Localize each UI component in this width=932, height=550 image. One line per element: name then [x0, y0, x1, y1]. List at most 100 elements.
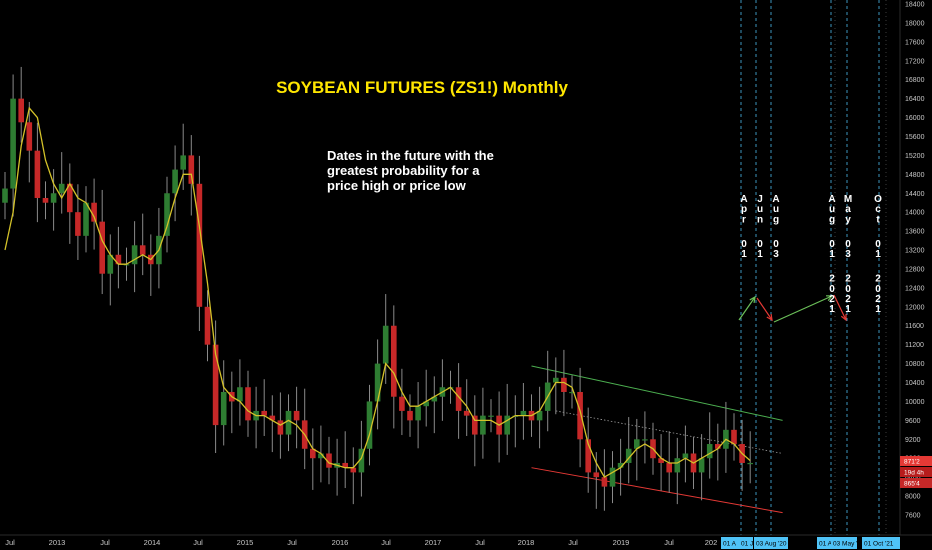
candle [431, 376, 438, 434]
candle-body-down [342, 462, 348, 468]
candle [512, 395, 519, 448]
price-badge-last-price: 871'2 [900, 456, 932, 466]
candle-body-up [50, 193, 57, 203]
candle-body-down [593, 472, 600, 478]
candle-body-down [245, 387, 251, 421]
candle-body-up [747, 462, 753, 465]
candle-body-down [269, 415, 276, 421]
candle [658, 434, 664, 491]
candle [569, 375, 575, 409]
time-badge: 01 J [739, 537, 753, 549]
candle [391, 305, 397, 429]
candle-body-up [625, 448, 632, 463]
candle [463, 379, 470, 436]
candle-body-up [520, 410, 527, 416]
candle-body-down [26, 122, 33, 151]
moving-average-line [4, 106, 751, 478]
candle [553, 357, 559, 415]
price-tick-label: 16400 [905, 96, 925, 103]
candle-body-up [180, 155, 186, 170]
time-tick-label: 202 [705, 538, 718, 547]
price-tick-labels: 18400 18000 17600 17200 16800 16400 16000 15600… [905, 2, 925, 520]
time-tick-label: 2014 [144, 538, 161, 547]
candle-body-down [585, 439, 591, 473]
chart-title: SOYBEAN FUTURES (ZS1!) Monthly [276, 78, 568, 97]
candle-body-up [415, 406, 421, 421]
candle-body-down [212, 344, 219, 426]
candle-body-up [488, 415, 494, 417]
upper-channel-line [531, 365, 783, 421]
candle [34, 122, 41, 223]
candle [520, 382, 527, 440]
candle [245, 370, 251, 437]
candle-body-down [391, 325, 397, 397]
candle-body-down [75, 212, 81, 236]
time-tick-label: Jul [381, 538, 391, 547]
candle-body-up [698, 458, 705, 473]
price-tick-label: 18400 [905, 2, 925, 9]
candle [715, 423, 721, 481]
candle [139, 213, 146, 276]
candle-body-down [472, 415, 478, 435]
candle [310, 428, 316, 490]
price-tick-label: 14400 [905, 191, 925, 198]
candle [253, 386, 259, 449]
price-badge-text: 865'4 [904, 481, 920, 488]
candle-body-up [285, 410, 292, 435]
price-axis-bg [900, 0, 932, 535]
price-axis[interactable]: 18400 18000 17600 17200 16800 16400 16000 15600… [899, 0, 932, 535]
time-badge: 01 A [721, 537, 739, 549]
candle [148, 234, 154, 296]
price-tick-label: 12000 [905, 304, 925, 311]
price-tick-label: 10800 [905, 361, 925, 368]
price-tick-label: 7600 [905, 513, 921, 520]
time-tick-label: 2019 [613, 538, 630, 547]
time-badge-text: 01 A [819, 541, 833, 548]
candle-body-down [658, 458, 664, 463]
time-tick-label: 2016 [332, 538, 349, 547]
price-tick-label: 16000 [905, 115, 925, 122]
candle [269, 395, 276, 453]
price-tick-label: 11600 [905, 323, 924, 330]
candle [455, 363, 462, 439]
candle [407, 394, 413, 437]
candle-body-up [10, 98, 16, 189]
candle [99, 189, 105, 295]
time-badge: 01 A [817, 537, 833, 549]
candle-body-up [504, 415, 510, 435]
candle-body-down [407, 410, 413, 421]
candle [415, 382, 421, 449]
candle [180, 123, 186, 190]
price-tick-label: 15200 [905, 153, 925, 160]
lower-channel-line [531, 467, 783, 514]
time-tick-label: Jul [475, 538, 485, 547]
time-tick-labels: Jul 2013 Jul 2014 Jul 2015 Jul 2016 Jul 2017 Jul 20… [5, 538, 717, 547]
candle [504, 383, 510, 455]
candle [261, 379, 267, 436]
candle-body-down [715, 444, 721, 449]
candle-body-down [115, 254, 122, 265]
candle [423, 369, 429, 427]
time-axis[interactable]: Jul 2013 Jul 2014 Jul 2015 Jul 2016 Jul 2017 Jul 20… [0, 534, 932, 550]
price-tick-label: 10000 [905, 399, 925, 406]
candle [682, 425, 689, 483]
candle [229, 371, 235, 434]
price-badges: 871'2 19d 4h 865'4 [900, 456, 932, 488]
candle [439, 359, 446, 421]
price-tick-label: 10400 [905, 380, 925, 387]
candle [585, 407, 591, 493]
candle [83, 186, 89, 253]
candle [164, 176, 170, 253]
time-tick-label: Jul [664, 538, 674, 547]
price-tick-label: 9200 [905, 437, 921, 444]
candle-body-down [277, 420, 284, 435]
forecast-up-arrow [773, 295, 834, 323]
candle [642, 411, 648, 464]
